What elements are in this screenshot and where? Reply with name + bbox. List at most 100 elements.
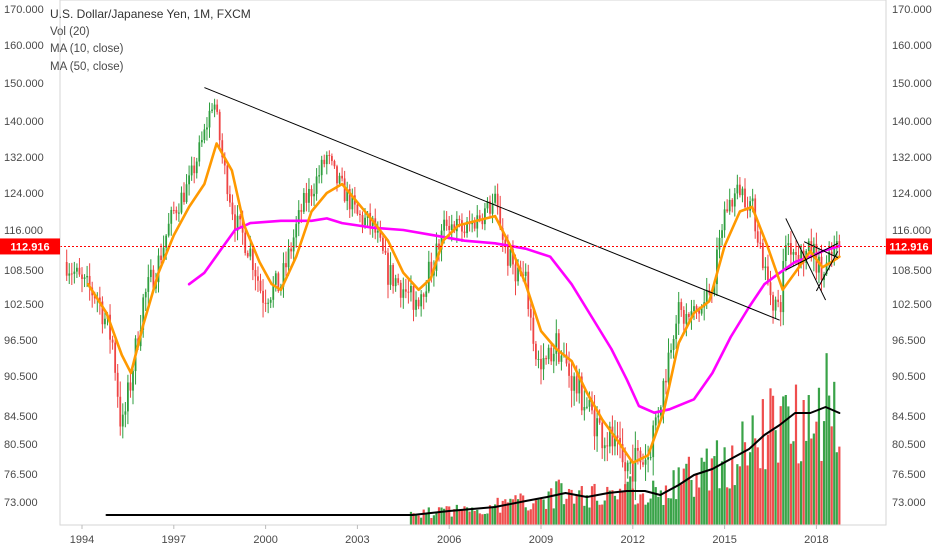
volume-bar — [522, 495, 525, 525]
price-tick-right: 150.000 — [892, 78, 932, 90]
volume-bar — [453, 509, 456, 525]
volume-bar — [516, 499, 520, 525]
candle-body — [98, 297, 101, 302]
candle-body — [315, 176, 318, 194]
volume-bar — [812, 433, 815, 525]
candle-body — [379, 230, 382, 238]
candle-body — [611, 426, 614, 447]
volume-bar — [698, 487, 701, 525]
volume-bar — [787, 406, 790, 525]
candle-body — [626, 462, 629, 472]
candle-body — [160, 255, 162, 261]
candle-body — [246, 253, 249, 257]
price-tick-right: 76.500 — [892, 469, 926, 481]
candle-body — [767, 266, 769, 283]
price-tick-right: 132.000 — [892, 152, 932, 164]
candle-body — [399, 282, 402, 298]
volume-bar — [743, 442, 747, 525]
candle-body — [560, 355, 563, 362]
price-tick-right: 124.000 — [892, 188, 932, 200]
candle-body — [211, 109, 213, 111]
trendline[interactable] — [785, 242, 839, 271]
volume-bar — [669, 498, 673, 525]
legend-volume: Vol (20) — [50, 25, 90, 38]
price-tick-right: 96.500 — [892, 335, 926, 347]
candle-body — [744, 188, 746, 208]
candle-body — [624, 462, 627, 472]
price-tick-right: 116.000 — [892, 225, 931, 237]
candle-body — [682, 310, 685, 324]
volume-bar — [527, 510, 530, 525]
candle-body — [800, 250, 802, 265]
candle-body — [343, 178, 346, 202]
volume-bar — [596, 500, 599, 525]
price-tick-right: 160.000 — [892, 40, 932, 52]
candle-body — [328, 154, 331, 157]
candle-body — [820, 256, 823, 280]
volume-bar — [690, 479, 693, 525]
candle-body — [144, 291, 147, 298]
candle-body — [578, 376, 581, 394]
trendline[interactable] — [815, 251, 839, 292]
candle-body — [555, 333, 558, 354]
price-tick-right: 90.500 — [892, 371, 926, 383]
candle-body — [440, 230, 443, 250]
volume-bar — [736, 464, 739, 525]
candle-body — [70, 273, 73, 275]
candle-body — [547, 347, 550, 360]
volume-bar — [792, 441, 795, 525]
volume-bar — [509, 498, 512, 525]
price-tick-left: 116.000 — [4, 225, 43, 237]
time-label: 2018 — [804, 534, 828, 546]
candle-body — [473, 220, 476, 229]
candle-body — [759, 242, 762, 244]
candle-body — [575, 376, 578, 394]
candle-body — [193, 165, 196, 174]
volume-bar — [802, 400, 805, 525]
volume-bar — [756, 447, 759, 525]
volume-bar — [545, 508, 548, 525]
candle-body — [180, 192, 183, 213]
candle-body — [430, 261, 433, 276]
volume-bar — [662, 504, 665, 525]
price-tick-left: 90.500 — [4, 371, 38, 383]
candle-body — [149, 269, 152, 278]
price-tick-left: 76.500 — [4, 469, 38, 481]
candle-body — [552, 353, 555, 362]
candle-body — [491, 202, 494, 214]
volume-bar — [445, 506, 448, 525]
legend-ma50: MA (50, close) — [50, 60, 124, 73]
volume-bar — [460, 509, 464, 525]
candle-body — [422, 294, 425, 297]
candle-body — [101, 301, 104, 325]
volume-bar — [794, 384, 798, 525]
volume-bar — [567, 488, 571, 525]
candle-body — [731, 199, 734, 207]
trendline[interactable] — [204, 87, 780, 321]
candle-body — [178, 212, 180, 214]
candle-body — [162, 247, 165, 261]
volume-bar — [575, 495, 578, 525]
candle-body — [132, 371, 134, 391]
ma50-line — [187, 217, 841, 414]
candle-body — [236, 215, 239, 231]
chart-legend: U.S. Dollar/Japanese Yen, 1M, FXCM Vol (… — [50, 6, 251, 76]
candle-body — [389, 265, 392, 285]
candle-body — [591, 399, 593, 411]
candle-body — [537, 358, 540, 360]
candle-body — [621, 444, 624, 463]
price-tick-left: 150.000 — [4, 78, 44, 90]
candle-body — [78, 267, 81, 275]
volume-bar — [746, 465, 749, 525]
candle-body — [251, 248, 254, 270]
candle-body — [208, 110, 211, 128]
volume-bar — [838, 446, 841, 525]
volume-bar — [427, 507, 430, 525]
candle-body — [341, 175, 343, 179]
volume-bar — [703, 461, 706, 525]
trendline[interactable] — [803, 241, 839, 259]
candle-body — [529, 309, 532, 318]
volume-bar — [618, 488, 622, 525]
candle-body — [693, 306, 695, 312]
